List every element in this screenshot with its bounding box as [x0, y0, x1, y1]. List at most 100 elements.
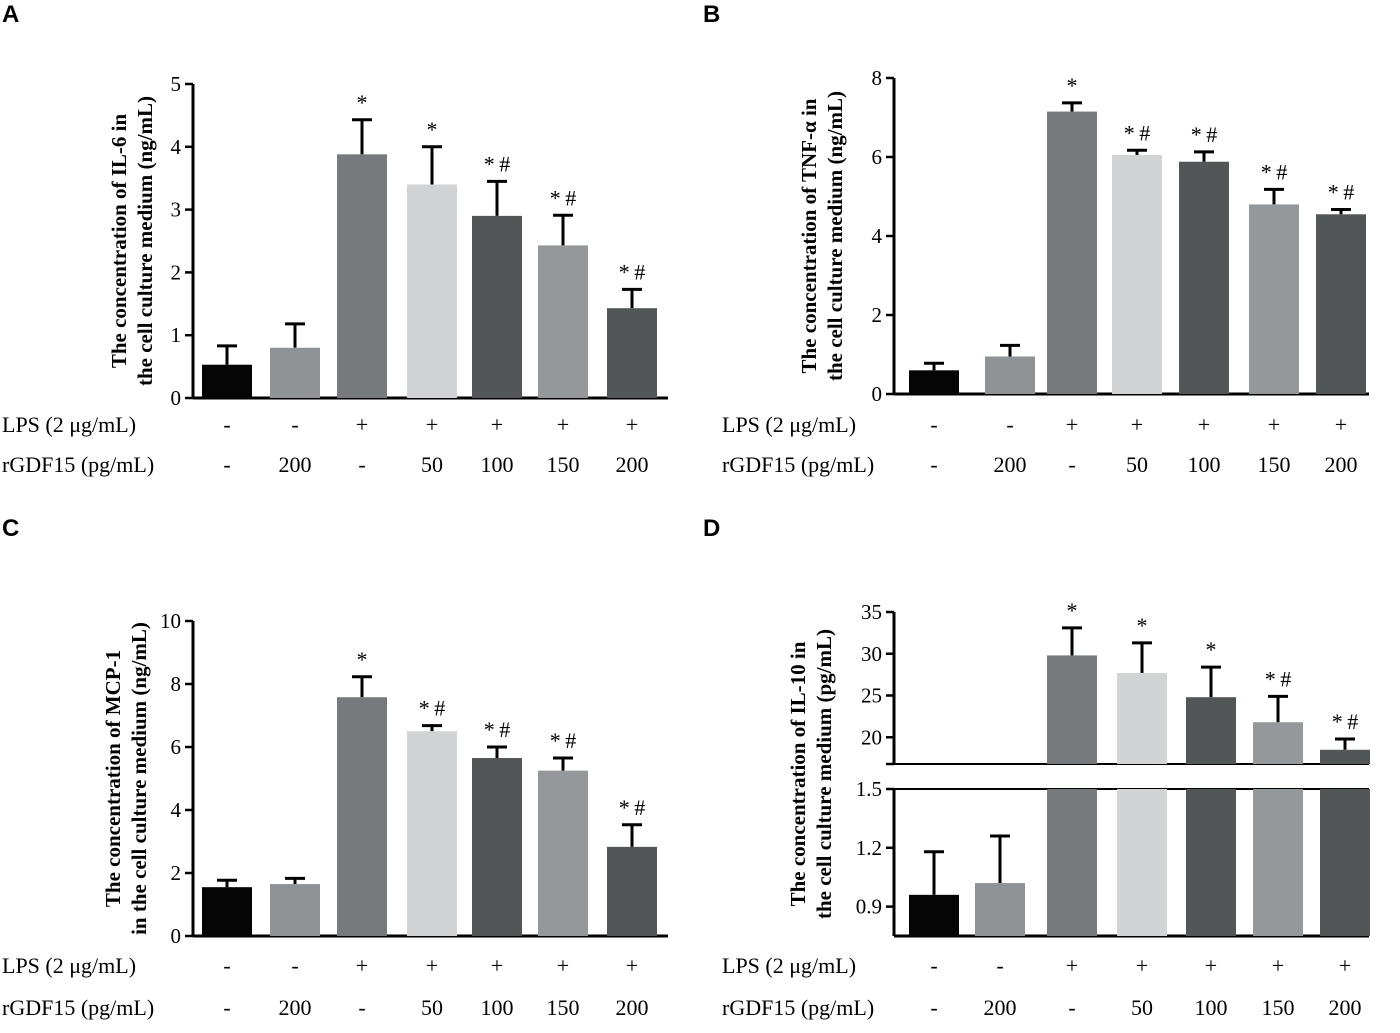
bar-upper-d-6 [1320, 749, 1370, 764]
y-tick-label-a-2: 2 [171, 260, 182, 284]
y-tick-label-upper-d-2: 30 [861, 642, 882, 666]
significance-mark-a-6: * # [619, 259, 645, 284]
rgdf15-value-a-5: 150 [547, 452, 580, 477]
significance-mark-c-6: * # [619, 795, 645, 820]
bar-b-4 [1179, 161, 1229, 394]
significance-mark-d-3: * [1137, 613, 1148, 638]
significance-mark-c-5: * # [550, 728, 576, 753]
bar-c-6 [607, 846, 657, 936]
panel-c-chart: 0 2 4 6 8 10 * * # * # * # * # The concentration of… [2, 609, 668, 1020]
bar-c-5 [538, 770, 588, 936]
lps-value-d-6: + [1339, 953, 1351, 978]
lps-value-d-1: - [996, 953, 1003, 978]
bar-c-0 [202, 887, 252, 936]
rgdf15-value-d-6: 200 [1329, 995, 1362, 1020]
y-tick-label-lower-d-1: 1.2 [856, 836, 882, 860]
bar-upper-d-2 [1047, 655, 1097, 764]
bar-a-5 [538, 245, 588, 398]
rgdf15-value-c-5: 150 [547, 995, 580, 1020]
lps-row-label-d: LPS (2 μg/mL) [722, 953, 856, 978]
y-tick-label-a-5: 5 [171, 72, 182, 96]
rgdf15-value-c-1: 200 [279, 995, 312, 1020]
lps-value-d-4: + [1205, 953, 1217, 978]
significance-mark-b-2: * [1067, 73, 1078, 98]
bar-lower-d-5 [1253, 789, 1303, 936]
rgdf15-value-c-2: - [358, 995, 365, 1020]
bar-upper-d-5 [1253, 722, 1303, 764]
significance-mark-c-3: * # [419, 696, 445, 721]
bar-a-2 [337, 154, 387, 398]
significance-mark-d-2: * [1067, 598, 1078, 623]
significance-mark-d-4: * [1206, 637, 1217, 662]
rgdf15-value-d-2: - [1068, 995, 1075, 1020]
y-tick-label-lower-d-2: 1.5 [856, 777, 882, 801]
lps-value-b-3: + [1131, 412, 1143, 437]
bar-lower-d-3 [1117, 789, 1167, 936]
y-tick-label-b-4: 8 [872, 66, 883, 90]
y-axis-label-b-2: the cell culture medium (ng/mL) [823, 91, 847, 381]
rgdf15-value-b-0: - [930, 452, 937, 477]
bar-b-6 [1316, 214, 1366, 394]
bar-upper-d-4 [1186, 697, 1236, 764]
lps-value-b-0: - [930, 412, 937, 437]
rgdf15-value-b-5: 150 [1258, 452, 1291, 477]
bar-c-1 [270, 884, 320, 936]
rgdf15-value-c-0: - [223, 995, 230, 1020]
bar-lower-d-2 [1047, 789, 1097, 936]
y-tick-label-c-2: 4 [171, 798, 182, 822]
significance-mark-c-4: * # [484, 717, 510, 742]
y-tick-label-b-2: 4 [872, 224, 883, 248]
lps-value-d-3: + [1136, 953, 1148, 978]
y-axis-label-d-2: the cell culture medium (pg/mL) [812, 629, 836, 919]
lps-value-c-4: + [491, 953, 503, 978]
y-axis-label-c-2: in the cell culture medium (ng/mL) [127, 622, 151, 935]
rgdf15-row-label-b: rGDF15 (pg/mL) [722, 452, 874, 477]
rgdf15-value-d-3: 50 [1131, 995, 1153, 1020]
lps-row-label-b: LPS (2 μg/mL) [722, 412, 856, 437]
bar-b-3 [1112, 155, 1162, 394]
lps-value-b-5: + [1268, 412, 1280, 437]
bar-c-3 [407, 731, 457, 936]
y-axis-label-c-1: The concentration of MCP-1 [101, 650, 125, 907]
y-tick-label-c-1: 2 [171, 861, 182, 885]
lps-value-a-3: + [426, 412, 438, 437]
lps-value-c-6: + [626, 953, 638, 978]
y-tick-label-a-0: 0 [171, 386, 182, 410]
rgdf15-value-d-5: 150 [1262, 995, 1295, 1020]
rgdf15-value-a-1: 200 [279, 452, 312, 477]
rgdf15-value-b-3: 50 [1126, 452, 1148, 477]
significance-mark-b-3: * # [1124, 120, 1150, 145]
significance-mark-d-6: * # [1332, 709, 1358, 734]
y-tick-label-a-1: 1 [171, 323, 182, 347]
lps-value-c-3: + [426, 953, 438, 978]
rgdf15-value-b-6: 200 [1325, 452, 1358, 477]
bar-d-0 [909, 894, 959, 936]
rgdf15-row-label-a: rGDF15 (pg/mL) [2, 452, 154, 477]
y-tick-label-upper-d-3: 35 [861, 600, 882, 624]
rgdf15-value-c-6: 200 [616, 995, 649, 1020]
lps-row-label-a: LPS (2 μg/mL) [2, 412, 136, 437]
panel-letter-d: D [703, 515, 720, 542]
y-tick-label-c-3: 6 [171, 735, 182, 759]
bar-lower-d-4 [1186, 789, 1236, 936]
bar-d-1 [975, 883, 1025, 936]
bar-b-1 [985, 356, 1035, 394]
lps-value-a-6: + [626, 412, 638, 437]
significance-mark-c-2: * [357, 647, 368, 672]
significance-mark-a-2: * [357, 90, 368, 115]
rgdf15-value-b-2: - [1068, 452, 1075, 477]
significance-mark-d-5: * # [1265, 666, 1291, 691]
bar-b-0 [909, 370, 959, 394]
lps-value-a-2: + [356, 412, 368, 437]
y-tick-label-c-5: 10 [160, 609, 181, 633]
y-tick-label-b-0: 0 [872, 382, 883, 406]
bar-a-1 [270, 347, 320, 398]
rgdf15-value-b-4: 100 [1188, 452, 1221, 477]
rgdf15-value-a-3: 50 [421, 452, 443, 477]
rgdf15-value-b-1: 200 [994, 452, 1027, 477]
lps-value-c-0: - [223, 953, 230, 978]
y-tick-label-upper-d-1: 25 [861, 684, 882, 708]
bar-a-3 [407, 184, 457, 398]
y-axis-label-b-1: The concentration of TNF-α in [797, 98, 821, 373]
